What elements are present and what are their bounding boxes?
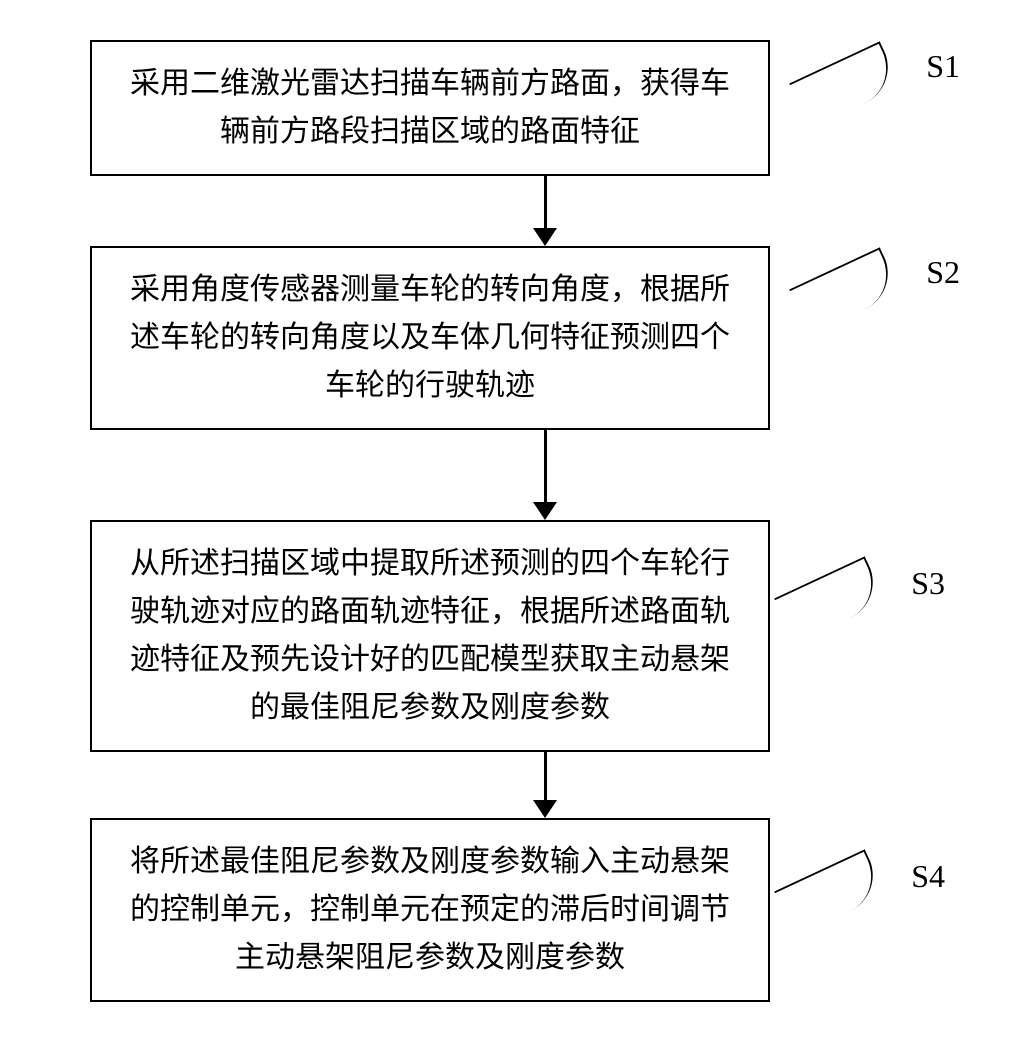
step-box-s3: 从所述扫描区域中提取所述预测的四个车轮行驶轨迹对应的路面轨迹特征，根据所述路面轨… bbox=[90, 520, 770, 752]
step-container-s1: 采用二维激光雷达扫描车辆前方路面，获得车辆前方路段扫描区域的路面特征 S1 bbox=[30, 40, 1000, 176]
step-box-s1: 采用二维激光雷达扫描车辆前方路面，获得车辆前方路段扫描区域的路面特征 bbox=[90, 40, 770, 176]
arrow-icon bbox=[533, 430, 557, 520]
step-container-s3: 从所述扫描区域中提取所述预测的四个车轮行驶轨迹对应的路面轨迹特征，根据所述路面轨… bbox=[30, 520, 1000, 752]
step-text-s1: 采用二维激光雷达扫描车辆前方路面，获得车辆前方路段扫描区域的路面特征 bbox=[130, 67, 730, 148]
arrow-s3-s4 bbox=[205, 752, 885, 818]
step-text-s4: 将所述最佳阻尼参数及刚度参数输入主动悬架的控制单元，控制单元在预定的滞后时间调节… bbox=[130, 845, 730, 974]
connector-s1 bbox=[789, 41, 901, 129]
connector-s3 bbox=[774, 556, 886, 644]
step-text-s2: 采用角度传感器测量车轮的转向角度，根据所述车轮的转向角度以及车体几何特征预测四个… bbox=[130, 273, 730, 402]
arrow-icon bbox=[533, 752, 557, 818]
step-container-s2: 采用角度传感器测量车轮的转向角度，根据所述车轮的转向角度以及车体几何特征预测四个… bbox=[30, 246, 1000, 430]
step-label-s2: S2 bbox=[926, 254, 960, 291]
connector-s2 bbox=[789, 247, 901, 335]
connector-s4 bbox=[774, 849, 886, 937]
arrow-icon bbox=[533, 176, 557, 246]
step-label-s1: S1 bbox=[926, 48, 960, 85]
flowchart-container: 采用二维激光雷达扫描车辆前方路面，获得车辆前方路段扫描区域的路面特征 S1 采用… bbox=[30, 40, 1000, 1002]
step-label-s3: S3 bbox=[911, 565, 945, 602]
step-label-s4: S4 bbox=[911, 858, 945, 895]
step-text-s3: 从所述扫描区域中提取所述预测的四个车轮行驶轨迹对应的路面轨迹特征，根据所述路面轨… bbox=[130, 547, 730, 724]
arrow-s2-s3 bbox=[205, 430, 885, 520]
step-container-s4: 将所述最佳阻尼参数及刚度参数输入主动悬架的控制单元，控制单元在预定的滞后时间调节… bbox=[30, 818, 1000, 1002]
step-box-s2: 采用角度传感器测量车轮的转向角度，根据所述车轮的转向角度以及车体几何特征预测四个… bbox=[90, 246, 770, 430]
step-box-s4: 将所述最佳阻尼参数及刚度参数输入主动悬架的控制单元，控制单元在预定的滞后时间调节… bbox=[90, 818, 770, 1002]
arrow-s1-s2 bbox=[205, 176, 885, 246]
